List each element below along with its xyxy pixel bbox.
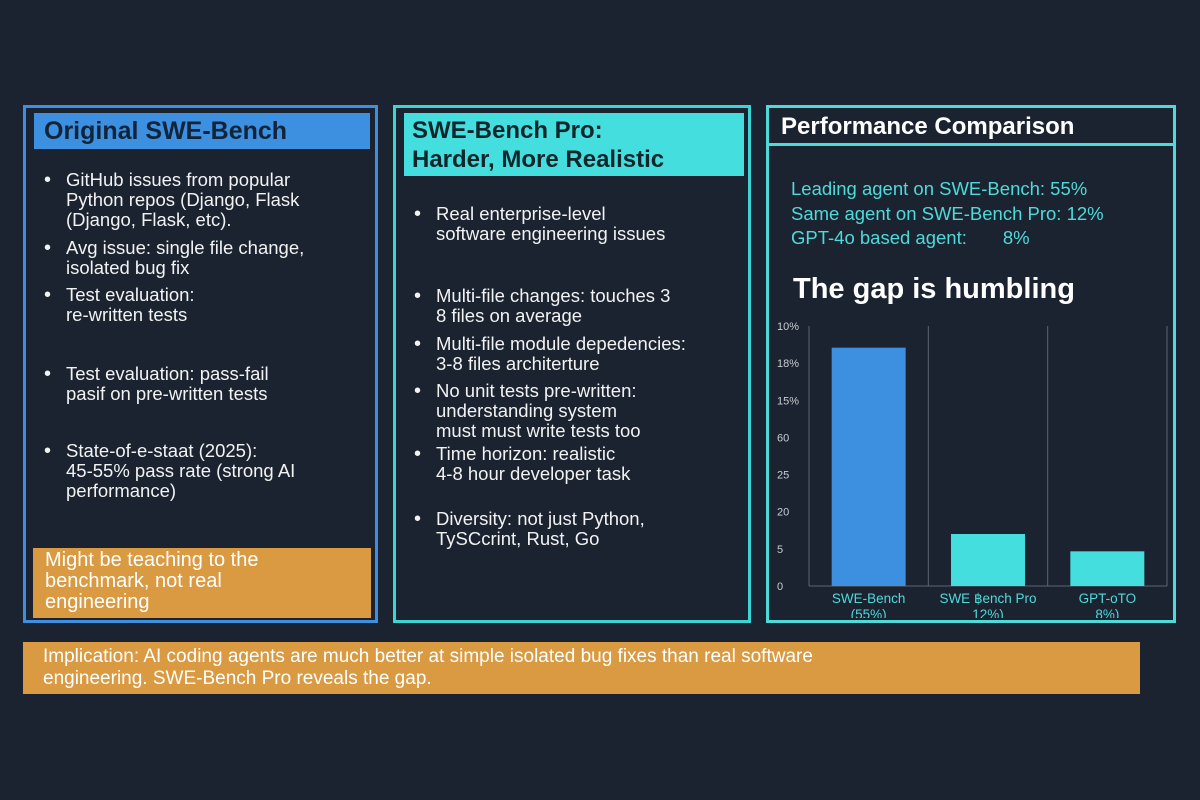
chart-category-label: GPT-oTO — [1079, 591, 1137, 606]
pro-bullet-1-line-2: software engineering issues — [436, 223, 666, 244]
implication-line-1: Implication: AI coding agents are much b… — [43, 646, 813, 667]
original-bullet-3: Test evaluation:re-written tests — [40, 285, 195, 325]
pro-bullet-4: No unit tests pre-written:understanding … — [410, 381, 641, 441]
original-bullet-2: Avg issue: single file change,isolated b… — [40, 238, 304, 278]
pro-bullet-4-line-1: No unit tests pre-written: — [436, 380, 637, 401]
chart-y-tick-label: 25 — [777, 470, 789, 482]
chart-bar-2 — [951, 534, 1025, 586]
chart-y-tick-label: 20 — [777, 507, 789, 519]
pro-bullet-1-line-1: Real enterprise-level — [436, 203, 606, 224]
chart-y-tick-label: 18% — [777, 358, 799, 370]
performance-comparison-title: Performance Comparison — [769, 108, 1173, 146]
pro-bullet-4-line-2: understanding system — [436, 400, 617, 421]
original-bullet-5: State-of-e-staat (2025):45-55% pass rate… — [40, 441, 295, 501]
gap-headline: The gap is humbling — [793, 273, 1075, 305]
pro-bullet-3-line-2: 3-8 files architerture — [436, 353, 600, 374]
chart-category-label: 8%) — [1095, 607, 1119, 618]
chart-category-label: SWE-Bench — [832, 591, 906, 606]
pro-bullet-5-line-1: Time horizon: realistic — [436, 443, 616, 464]
pro-bullet-5-line-2: 4-8 hour developer task — [436, 463, 631, 484]
pro-bullet-3-line-1: Multi-file module depedencies: — [436, 333, 686, 354]
implication-line-2: engineering. SWE-Bench Pro reveals the g… — [43, 668, 432, 689]
chart-bar-1 — [831, 347, 906, 586]
original-bullet-3-line-1: Test evaluation: — [66, 284, 195, 305]
original-bullet-5-line-2: 45-55% pass rate (strong AI — [66, 460, 296, 481]
performance-comparison-panel: Performance Comparison Leading agent on … — [766, 105, 1176, 623]
original-bullet-2-line-1: Avg issue: single file change, — [66, 237, 305, 258]
chart-y-tick-label: 10% — [777, 321, 799, 333]
chart-y-tick-label: 5 — [777, 544, 783, 556]
original-bullet-1-line-1: GitHub issues from popular — [66, 169, 291, 190]
original-bullet-1-line-2: Python repos (Django, Flask — [66, 189, 300, 210]
original-bullet-5-line-1: State-of-e-staat (2025): — [66, 440, 258, 461]
original-bullet-4-line-1: Test evaluation: pass-fail — [66, 363, 269, 384]
original-bullet-1-line-3: (Django, Flask, etc). — [66, 209, 232, 230]
original-bullet-3-line-2: re-written tests — [66, 304, 188, 325]
original-swe-bench-panel: Original SWE-Bench GitHub issues from po… — [23, 105, 378, 623]
pro-bullet-6-line-2: TySCcrint, Rust, Go — [436, 528, 600, 549]
pro-bullet-2: Multi-file changes: touches 38 files on … — [410, 286, 670, 326]
teaching-note-line-3: engineering — [45, 591, 150, 613]
chart-category-label: SWE ฿ench Pro — [939, 591, 1036, 606]
chart-y-tick-label: 0 — [777, 581, 783, 593]
pro-bullet-6: Diversity: not just Python,TySCcrint, Ru… — [410, 509, 645, 549]
swe-bench-pro-panel: SWE-Bench Pro:Harder, More Realistic Rea… — [393, 105, 751, 623]
stat-gpt-4o-agent: GPT-4o based agent: 8% — [791, 227, 1030, 248]
chart-category-label: (55%) — [851, 607, 887, 618]
pro-bullet-3: Multi-file module depedencies:3-8 files … — [410, 334, 686, 374]
teaching-to-benchmark-note: Might be teaching to the benchmark, not r… — [33, 548, 371, 618]
pro-bullet-2-line-2: 8 files on average — [436, 305, 583, 326]
pro-bullet-6-line-1: Diversity: not just Python, — [436, 508, 645, 529]
original-bullet-2-line-2: isolated bug fix — [66, 257, 190, 278]
chart-y-tick-label: 15% — [777, 395, 799, 407]
chart-bar-3 — [1070, 551, 1145, 586]
pro-bullet-2-line-1: Multi-file changes: touches 3 — [436, 285, 671, 306]
teaching-note-line-1: Might be teaching to the — [45, 549, 259, 571]
implication-banner: Implication: AI coding agents are much b… — [23, 642, 1140, 694]
swe-bench-pro-title: SWE-Bench Pro: Harder, More Realistic — [404, 113, 744, 176]
chart-category-label: 12%) — [972, 607, 1004, 618]
original-swe-bench-title: Original SWE-Bench — [34, 113, 370, 149]
swe-bench-pro-title-line-2: Harder, More Realistic — [412, 146, 665, 173]
original-bullet-4-line-2: pasif on pre-written tests — [66, 383, 268, 404]
performance-bar-chart: 0 5 20 25 60 15% 18% 10% SWE-Bench(55%) SWE ฿ench… — [777, 321, 1168, 618]
chart-y-tick-label: 60 — [777, 432, 789, 444]
pro-bullet-4-line-3: must must write tests too — [436, 420, 641, 441]
swe-bench-pro-title-line-1: SWE-Bench Pro: — [412, 117, 603, 144]
original-bullet-5-line-3: performance) — [66, 480, 177, 501]
stat-leading-agent: Leading agent on SWE-Bench: 55% — [791, 178, 1088, 199]
teaching-note-line-2: benchmark, not real — [45, 570, 222, 592]
stat-same-agent-pro: Same agent on SWE-Bench Pro: 12% — [791, 203, 1104, 224]
